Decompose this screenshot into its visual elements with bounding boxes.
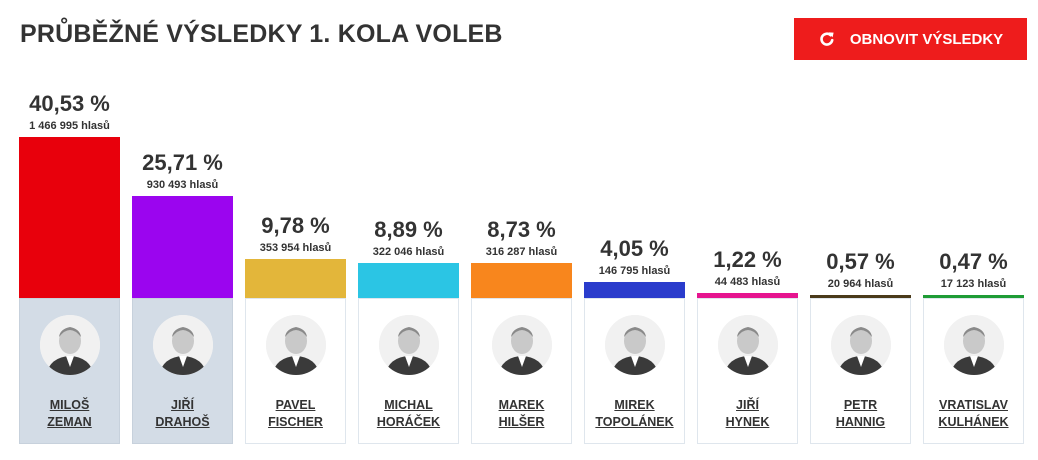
percentage-label: 4,05 %	[600, 235, 669, 261]
votes-count: 146 795 hlasů	[598, 264, 671, 277]
candidate-name-link[interactable]: MIREK TOPOLÁNEK	[585, 397, 684, 431]
result-bar	[697, 293, 798, 298]
percentage-label: 40,53 %	[29, 91, 110, 117]
candidate-card[interactable]: MICHAL HORÁČEK	[358, 298, 459, 444]
votes-count: 322 046 hlasů	[372, 245, 445, 258]
candidate-photo	[378, 315, 439, 375]
percentage-label: 0,57 %	[826, 249, 895, 274]
result-bar	[19, 137, 120, 298]
candidate-column-hynek: 44 483 hlasů 1,22 % JIŘÍ HYNEK	[697, 0, 798, 460]
candidate-last-name: HILŠER	[498, 415, 545, 429]
candidate-first-name: VRATISLAV	[939, 398, 1008, 412]
page-title: PRŮBĚŽNÉ VÝSLEDKY 1. KOLA VOLEB	[20, 20, 503, 48]
candidate-last-name: ZEMAN	[47, 415, 92, 429]
candidate-last-name: HYNEK	[725, 415, 770, 429]
candidate-name-link[interactable]: MICHAL HORÁČEK	[359, 397, 458, 431]
refresh-icon	[818, 30, 836, 48]
candidate-name-link[interactable]: VRATISLAV KULHÁNEK	[924, 397, 1023, 431]
candidate-column-zeman: 1 466 995 hlasů 40,53 % MILOŠ ZEMAN	[19, 0, 120, 460]
candidate-name-link[interactable]: JIŘÍ HYNEK	[698, 397, 797, 431]
votes-count: 44 483 hlasů	[714, 276, 781, 289]
candidate-first-name: JIŘÍ	[736, 398, 759, 412]
candidate-column-topolanek: 146 795 hlasů 4,05 % MIREK TOPOLÁNEK	[584, 0, 685, 460]
candidate-first-name: JIŘÍ	[171, 398, 194, 412]
candidate-photo	[491, 315, 552, 375]
candidate-first-name: MIREK	[614, 398, 655, 412]
candidate-last-name: DRAHOŠ	[155, 415, 210, 429]
candidate-photo	[830, 315, 891, 375]
candidate-column-fischer: 353 954 hlasů 9,78 % PAVEL FISCHER	[245, 0, 346, 460]
candidate-first-name: MICHAL	[384, 398, 433, 412]
candidate-name-link[interactable]: MAREK HILŠER	[472, 397, 571, 431]
result-bar	[132, 195, 233, 298]
candidate-column-drahos: 930 493 hlasů 25,71 % JIŘÍ DRAHOŠ	[132, 0, 233, 460]
candidate-card[interactable]: MILOŠ ZEMAN	[19, 298, 120, 444]
candidate-card[interactable]: MAREK HILŠER	[471, 298, 572, 444]
result-bar	[471, 263, 572, 298]
candidate-card[interactable]: MIREK TOPOLÁNEK	[584, 298, 685, 444]
candidate-column-kulhanek: 17 123 hlasů 0,47 % VRATISLAV KULHÁNEK	[923, 0, 1024, 460]
refresh-results-label: OBNOVIT VÝSLEDKY	[849, 30, 1004, 48]
candidate-photo	[39, 315, 100, 375]
candidate-card[interactable]: JIŘÍ HYNEK	[697, 298, 798, 444]
candidate-column-hannig: 20 964 hlasů 0,57 % PETR HANNIG	[810, 0, 911, 460]
result-bar	[584, 281, 685, 298]
votes-count: 353 954 hlasů	[259, 242, 332, 255]
candidate-photo	[152, 315, 213, 375]
refresh-results-button[interactable]: OBNOVIT VÝSLEDKY	[794, 18, 1027, 60]
result-bar	[245, 259, 346, 298]
candidate-photo	[943, 315, 1004, 375]
percentage-label: 8,73 %	[487, 217, 556, 243]
votes-count: 930 493 hlasů	[146, 178, 219, 191]
candidate-last-name: HORÁČEK	[376, 415, 441, 429]
candidate-last-name: FISCHER	[268, 415, 323, 429]
votes-count: 316 287 hlasů	[485, 246, 558, 259]
candidate-last-name: HANNIG	[835, 415, 886, 429]
candidate-card[interactable]: PAVEL FISCHER	[245, 298, 346, 444]
candidate-first-name: PETR	[843, 398, 878, 412]
candidate-column-hilser: 316 287 hlasů 8,73 % MAREK HILŠER	[471, 0, 572, 460]
candidate-photo	[265, 315, 326, 375]
percentage-label: 9,78 %	[261, 213, 330, 239]
votes-count: 20 964 hlasů	[827, 278, 894, 290]
candidate-column-horacek: 322 046 hlasů 8,89 % MICHAL HORÁČEK	[358, 0, 459, 460]
candidate-last-name: KULHÁNEK	[938, 415, 1009, 429]
percentage-label: 0,47 %	[939, 249, 1008, 274]
candidate-photo	[717, 315, 778, 375]
candidate-card[interactable]: VRATISLAV KULHÁNEK	[923, 298, 1024, 444]
candidate-card[interactable]: JIŘÍ DRAHOŠ	[132, 298, 233, 444]
candidate-name-link[interactable]: PETR HANNIG	[811, 397, 910, 431]
votes-count: 17 123 hlasů	[940, 278, 1007, 290]
candidate-first-name: PAVEL	[275, 398, 316, 412]
candidate-name-link[interactable]: JIŘÍ DRAHOŠ	[133, 397, 232, 431]
candidate-first-name: MILOŠ	[49, 398, 90, 412]
result-bar	[810, 295, 911, 298]
result-bar	[923, 295, 1024, 298]
candidate-first-name: MAREK	[498, 398, 545, 412]
candidate-last-name: TOPOLÁNEK	[595, 415, 674, 429]
candidate-name-link[interactable]: MILOŠ ZEMAN	[20, 397, 119, 431]
percentage-label: 8,89 %	[374, 216, 443, 242]
percentage-label: 25,71 %	[142, 149, 223, 175]
candidate-name-link[interactable]: PAVEL FISCHER	[246, 397, 345, 431]
percentage-label: 1,22 %	[713, 247, 782, 273]
candidate-card[interactable]: PETR HANNIG	[810, 298, 911, 444]
votes-count: 1 466 995 hlasů	[29, 120, 110, 133]
result-bar	[358, 262, 459, 298]
candidate-photo	[604, 315, 665, 375]
